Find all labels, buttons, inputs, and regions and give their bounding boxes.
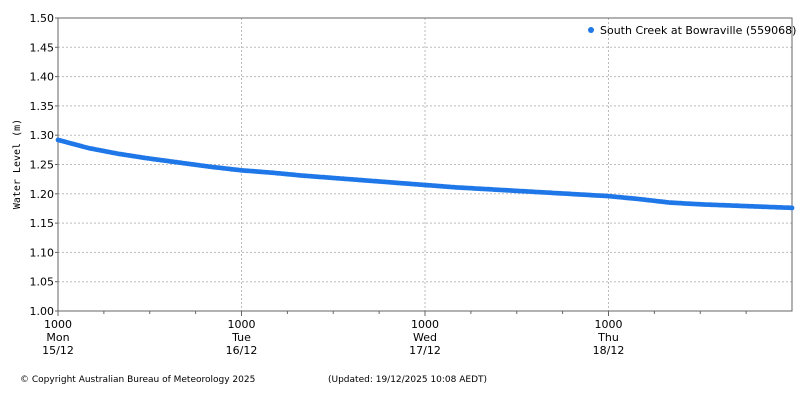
x-tick-label: Thu <box>597 331 619 344</box>
x-tick-label: 1000 <box>44 318 72 331</box>
y-tick-label: 1.45 <box>30 41 55 54</box>
x-tick-label: Tue <box>231 331 251 344</box>
legend-marker <box>588 27 594 33</box>
data-points <box>55 137 795 211</box>
x-tick-label: 1000 <box>411 318 439 331</box>
y-tick-label: 1.40 <box>30 71 55 84</box>
y-tick-label: 1.35 <box>30 100 55 113</box>
y-tick-label: 1.10 <box>30 246 55 259</box>
copyright-text: © Copyright Australian Bureau of Meteoro… <box>20 375 256 385</box>
x-tick-label: 17/12 <box>409 344 441 357</box>
y-tick-label: 1.20 <box>30 188 55 201</box>
y-tick-label: 1.05 <box>30 276 55 289</box>
y-tick-label: 1.50 <box>30 12 55 25</box>
updated-timestamp: (Updated: 19/12/2025 10:08 AEDT) <box>328 375 488 385</box>
y-tick-label: 1.00 <box>30 305 55 318</box>
x-tick-label: 1000 <box>595 318 623 331</box>
x-tick-label: 15/12 <box>42 344 74 357</box>
y-tick-label: 1.25 <box>30 159 55 172</box>
grid-layer <box>58 18 792 311</box>
x-tick-label: 1000 <box>228 318 256 331</box>
y-axis-label: Water Level (m) <box>12 119 23 209</box>
legend-label: South Creek at Bowraville (559068) <box>600 24 796 37</box>
y-tick-label: 1.15 <box>30 217 55 230</box>
x-tick-label: Wed <box>413 331 437 344</box>
x-tick-label: 18/12 <box>593 344 625 357</box>
data-point <box>789 205 795 211</box>
x-tick-label: 16/12 <box>226 344 258 357</box>
x-tick-label: Mon <box>46 331 69 344</box>
legend: South Creek at Bowraville (559068) <box>588 24 796 37</box>
y-tick-label: 1.30 <box>30 129 55 142</box>
ticks-layer: 1.50 1.45 1.40 1.35 1.30 1.25 1.20 1.15 1.10 1.05… <box>30 12 747 357</box>
